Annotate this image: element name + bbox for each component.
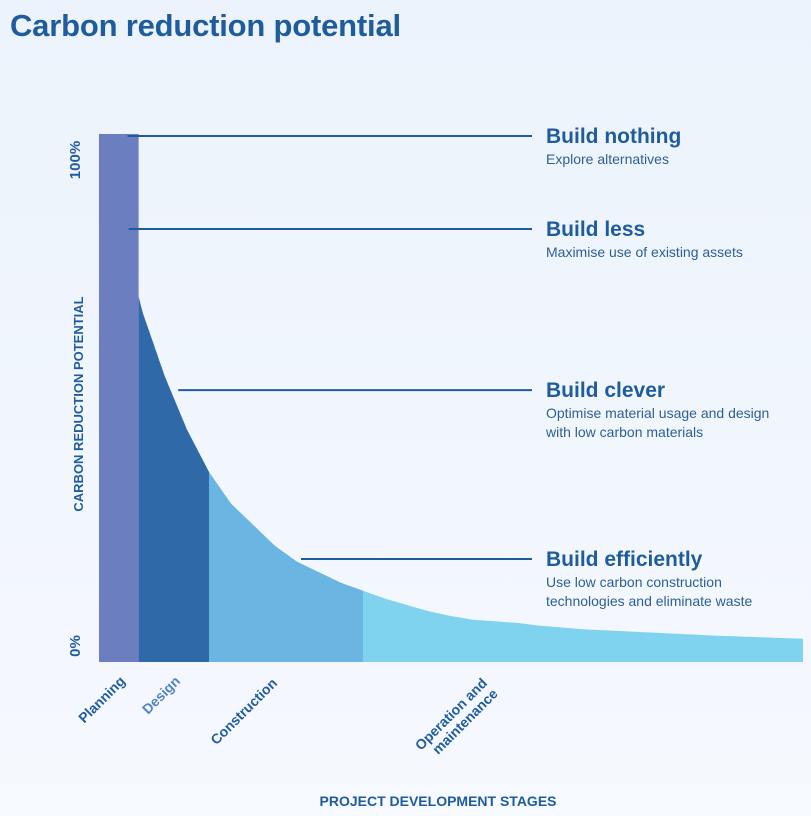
annotation-title-1: Build nothing <box>546 125 681 148</box>
stage-label-4: Operation andmaintenance <box>412 675 501 764</box>
y-tick-0: 0% <box>67 635 84 657</box>
annotation-subtitle-3-2: with low carbon materials <box>545 424 703 440</box>
stage-label-3-line-1: Construction <box>207 675 280 748</box>
y-axis-label: CARBON REDUCTION POTENTIAL <box>71 296 86 511</box>
stage-area-4 <box>363 590 803 662</box>
annotation-subtitle-2-1: Maximise use of existing assets <box>546 244 743 260</box>
annotation-title-4: Build efficiently <box>546 548 703 571</box>
annotation-title-2: Build less <box>546 218 645 241</box>
stage-area-3 <box>209 471 363 662</box>
stage-area-2 <box>138 296 209 662</box>
x-axis-label: PROJECT DEVELOPMENT STAGES <box>320 793 557 809</box>
page-title: Carbon reduction potential <box>10 8 401 43</box>
annotation-subtitle-4-2: technologies and eliminate waste <box>546 593 752 609</box>
stage-label-1: Planning <box>75 673 128 726</box>
stage-label-2-line-1: Design <box>139 673 183 717</box>
stage-label-1-line-1: Planning <box>75 673 128 726</box>
y-tick-100: 100% <box>67 141 84 179</box>
annotation-title-3: Build clever <box>546 379 665 402</box>
stage-area-1 <box>99 134 139 662</box>
annotation-subtitle-3-1: Optimise material usage and design <box>546 405 769 421</box>
annotation-subtitle-4-1: Use low carbon construction <box>546 574 722 590</box>
annotation-subtitle-1-1: Explore alternatives <box>546 151 669 167</box>
stage-label-2: Design <box>139 673 183 717</box>
stage-label-3: Construction <box>207 675 280 748</box>
